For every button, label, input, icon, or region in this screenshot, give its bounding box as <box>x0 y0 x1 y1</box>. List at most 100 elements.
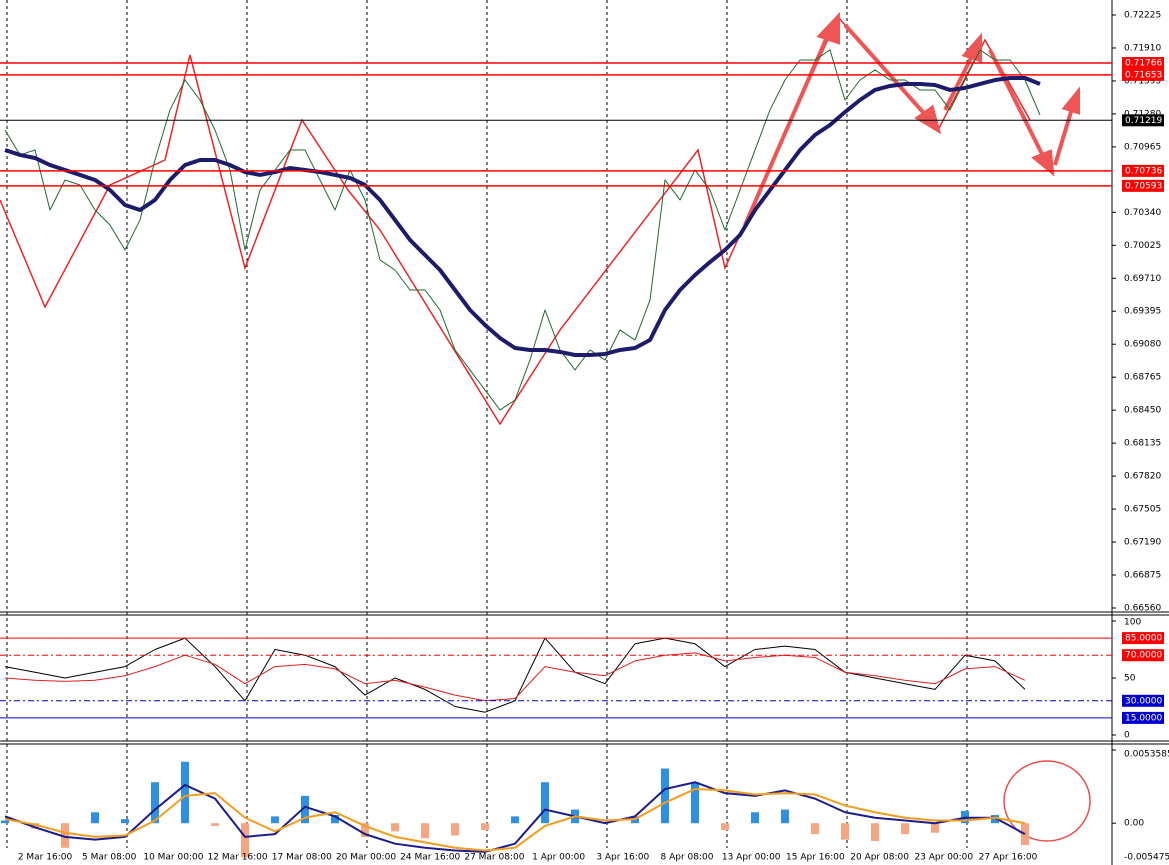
histogram-bar <box>691 782 699 824</box>
highlight-circle <box>1003 760 1091 842</box>
y-tick-label: 0 <box>1124 731 1130 741</box>
histogram-bar <box>331 815 339 824</box>
arrow-head <box>1031 149 1055 177</box>
histogram-bar <box>391 823 399 832</box>
y-tick-label: 0.69710 <box>1124 274 1161 284</box>
level-label: 0.71219 <box>1125 116 1162 126</box>
x-tick-label: 24 Mar 16:00 <box>400 853 460 863</box>
histogram-bar <box>901 823 909 835</box>
level-box <box>1122 694 1164 707</box>
arrow-head <box>914 104 942 135</box>
x-tick-label: 27 Mar 08:00 <box>464 853 524 863</box>
y-tick-label: 0.00 <box>1124 819 1144 829</box>
x-tick-label: 2 Mar 16:00 <box>18 853 73 863</box>
x-tick-label: 3 Apr 16:00 <box>596 853 649 863</box>
histogram-bar <box>271 816 279 824</box>
histogram-bar <box>781 809 789 824</box>
level-box <box>1122 649 1164 662</box>
histogram-bar <box>751 812 759 824</box>
histogram-bar <box>721 823 729 831</box>
y-tick-label: 0.69395 <box>1124 307 1161 317</box>
histogram-bar <box>151 782 159 824</box>
y-tick-label: 0.72225 <box>1124 11 1161 21</box>
histogram-bar <box>121 819 129 824</box>
histogram-bar <box>511 816 519 824</box>
y-tick-label: 0.67820 <box>1124 472 1161 482</box>
y-tick-label: 0.70340 <box>1124 208 1161 218</box>
series-line <box>4 652 1026 702</box>
series-line <box>4 781 1026 853</box>
y-tick-label: 0.66875 <box>1124 571 1161 581</box>
arrow-head <box>961 32 982 63</box>
histogram-bar <box>241 823 249 858</box>
y-tick-label: 100 <box>1124 618 1141 628</box>
series-line <box>4 788 1026 852</box>
arrow-head <box>816 11 840 45</box>
histogram-bar <box>451 823 459 836</box>
arrow <box>843 23 932 122</box>
x-tick-label: 5 Mar 08:00 <box>82 853 137 863</box>
y-tick-label: 0.67190 <box>1124 538 1161 548</box>
y-tick-label: 50 <box>1124 674 1136 684</box>
histogram-bar <box>31 823 39 829</box>
x-tick-label: 20 Apr 08:00 <box>850 853 909 863</box>
level-label: 15.0000 <box>1125 713 1162 723</box>
y-tick-label: 0.69080 <box>1124 340 1161 350</box>
level-box <box>1122 711 1164 724</box>
histogram-bar <box>931 823 939 833</box>
level-box <box>1122 164 1164 177</box>
y-tick-label: 0.70025 <box>1124 241 1161 251</box>
level-box <box>1122 179 1164 192</box>
level-label: 85.0000 <box>1125 634 1162 644</box>
histogram-bar <box>421 823 429 839</box>
histogram-bar <box>1 820 9 824</box>
x-tick-label: 10 Mar 00:00 <box>143 853 203 863</box>
level-label: 0.71653 <box>1125 70 1162 80</box>
histogram-bar <box>811 823 819 835</box>
y-tick-label: 0.71910 <box>1124 43 1161 53</box>
histogram-bar <box>361 823 369 837</box>
y-tick-label: 0.67505 <box>1124 505 1161 515</box>
x-tick-label: 15 Apr 16:00 <box>786 853 845 863</box>
arrows <box>743 11 1080 226</box>
x-tick-label: 27 Apr 16:00 <box>979 853 1038 863</box>
y-tick-label: 0.68765 <box>1124 373 1161 383</box>
histogram-bar <box>211 823 219 826</box>
x-tick-label: 12 Mar 16:00 <box>208 853 268 863</box>
y-tick-label: 0.68135 <box>1124 439 1161 449</box>
y-tick-label: 0.70965 <box>1124 142 1161 152</box>
x-tick-label: 13 Apr 00:00 <box>722 853 781 863</box>
level-box <box>1122 68 1164 81</box>
level-label: 30.0000 <box>1125 696 1162 706</box>
arrow <box>1053 104 1075 166</box>
histogram-bar <box>991 815 999 824</box>
y-tick-label: 0.0053585 <box>1124 750 1169 760</box>
y-tick-label: -0.005475 <box>1124 853 1169 863</box>
histogram-bar <box>541 782 549 824</box>
level-box <box>1122 632 1164 645</box>
histogram-bar <box>301 795 309 824</box>
histogram-bar <box>841 823 849 840</box>
x-tick-label: 8 Apr 08:00 <box>661 853 714 863</box>
histogram-bar <box>91 812 99 824</box>
arrow-head <box>1061 86 1080 115</box>
level-box <box>1122 57 1164 70</box>
level-label: 0.70593 <box>1125 181 1162 191</box>
x-tick-label: 20 Mar 00:00 <box>336 853 396 863</box>
histogram-bar <box>661 768 669 824</box>
histogram-bar <box>181 761 189 824</box>
histogram-bar <box>61 823 69 848</box>
level-label: 0.70736 <box>1125 166 1162 176</box>
x-tick-label: 17 Mar 08:00 <box>272 853 332 863</box>
histogram-bar <box>871 823 879 841</box>
arrow <box>943 49 977 111</box>
level-box <box>1122 114 1164 127</box>
y-tick-label: 0.68450 <box>1124 406 1161 416</box>
level-label: 0.71766 <box>1125 59 1162 69</box>
histogram-bar <box>481 823 489 831</box>
series-line <box>4 76 1041 357</box>
x-tick-label: 23 Apr 00:00 <box>914 853 973 863</box>
